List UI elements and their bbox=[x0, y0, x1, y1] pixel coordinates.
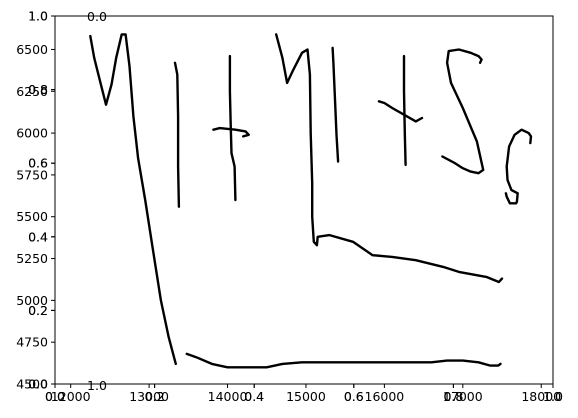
overlay-y-tick-label: 0.4 bbox=[28, 229, 48, 244]
x-tick-label: 17000 bbox=[443, 389, 483, 404]
series-line-1 bbox=[173, 61, 181, 208]
series-line-3 bbox=[228, 54, 237, 202]
overlay-x-tick-label: 0.2 bbox=[145, 389, 165, 404]
overlay-y-tick-label: 0.8 bbox=[28, 82, 48, 97]
overlay-y-tick-label: 0.0 bbox=[28, 377, 48, 392]
overlay-y-tick-label: 0.8 bbox=[28, 82, 48, 97]
x-tick-label: 16000 bbox=[365, 389, 405, 404]
plot-frame bbox=[54, 15, 554, 385]
overlay-x-tick-label: 1.0 bbox=[543, 389, 563, 404]
overlay-x-tick-label: 0.2 bbox=[145, 389, 165, 404]
stray-label: 0.0 bbox=[87, 9, 107, 24]
overlay-y-tick-label: 0.6 bbox=[28, 156, 48, 171]
x-tick-label: 18000 bbox=[521, 389, 561, 404]
series-line-2 bbox=[212, 126, 250, 138]
x-tick-label: 15000 bbox=[286, 389, 326, 404]
x-tick-label: 14000 bbox=[208, 389, 248, 404]
series-line-6 bbox=[377, 100, 424, 123]
y-tick-label: 4750 bbox=[16, 335, 48, 350]
series-line-8 bbox=[441, 48, 485, 175]
y-tick-label: 5250 bbox=[16, 251, 48, 266]
overlay-y-tick-label: 0.4 bbox=[28, 229, 48, 244]
overlay-y-tick-label: 0.0 bbox=[28, 377, 48, 392]
y-tick-label: 6250 bbox=[16, 84, 48, 99]
y-tick-label: 4500 bbox=[16, 377, 48, 392]
y-tick-label: 5000 bbox=[16, 293, 48, 308]
overlay-x-tick-label: 0.8 bbox=[443, 389, 463, 404]
overlay-y-tick-label: 0.6 bbox=[28, 156, 48, 171]
y-tick-label: 6500 bbox=[16, 42, 48, 57]
overlay-y-tick-label: 1.0 bbox=[28, 9, 48, 24]
y-tick-label: 5500 bbox=[16, 209, 48, 224]
overlay-x-tick-label: 0.4 bbox=[244, 389, 264, 404]
overlay-x-tick-label: 0.0 bbox=[45, 389, 65, 404]
overlay-x-tick-label: 0.0 bbox=[45, 389, 65, 404]
series-line-4 bbox=[275, 33, 504, 284]
overlay-x-tick-label: 0.4 bbox=[244, 389, 264, 404]
series-line-9 bbox=[504, 128, 533, 205]
series-line-5 bbox=[331, 46, 340, 163]
overlay-x-tick-label: 0.8 bbox=[443, 389, 463, 404]
overlay-y-tick-label: 0.2 bbox=[28, 303, 48, 318]
y-tick-label: 6000 bbox=[16, 126, 48, 141]
overlay-x-tick-label: 1.0 bbox=[543, 389, 563, 404]
series-line-0 bbox=[89, 33, 177, 366]
overlay-y-tick-label: 1.0 bbox=[28, 9, 48, 24]
y-tick-label: 5750 bbox=[16, 167, 48, 182]
overlay-x-tick-label: 0.6 bbox=[344, 389, 364, 404]
x-tick-label: 12000 bbox=[51, 389, 91, 404]
stray-label: 1.0 bbox=[87, 378, 107, 393]
x-tick-label: 13000 bbox=[129, 389, 169, 404]
series-line-10 bbox=[185, 352, 502, 369]
overlay-x-tick-label: 0.6 bbox=[344, 389, 364, 404]
overlay-y-tick-label: 0.2 bbox=[28, 303, 48, 318]
series-line-7 bbox=[402, 54, 407, 167]
